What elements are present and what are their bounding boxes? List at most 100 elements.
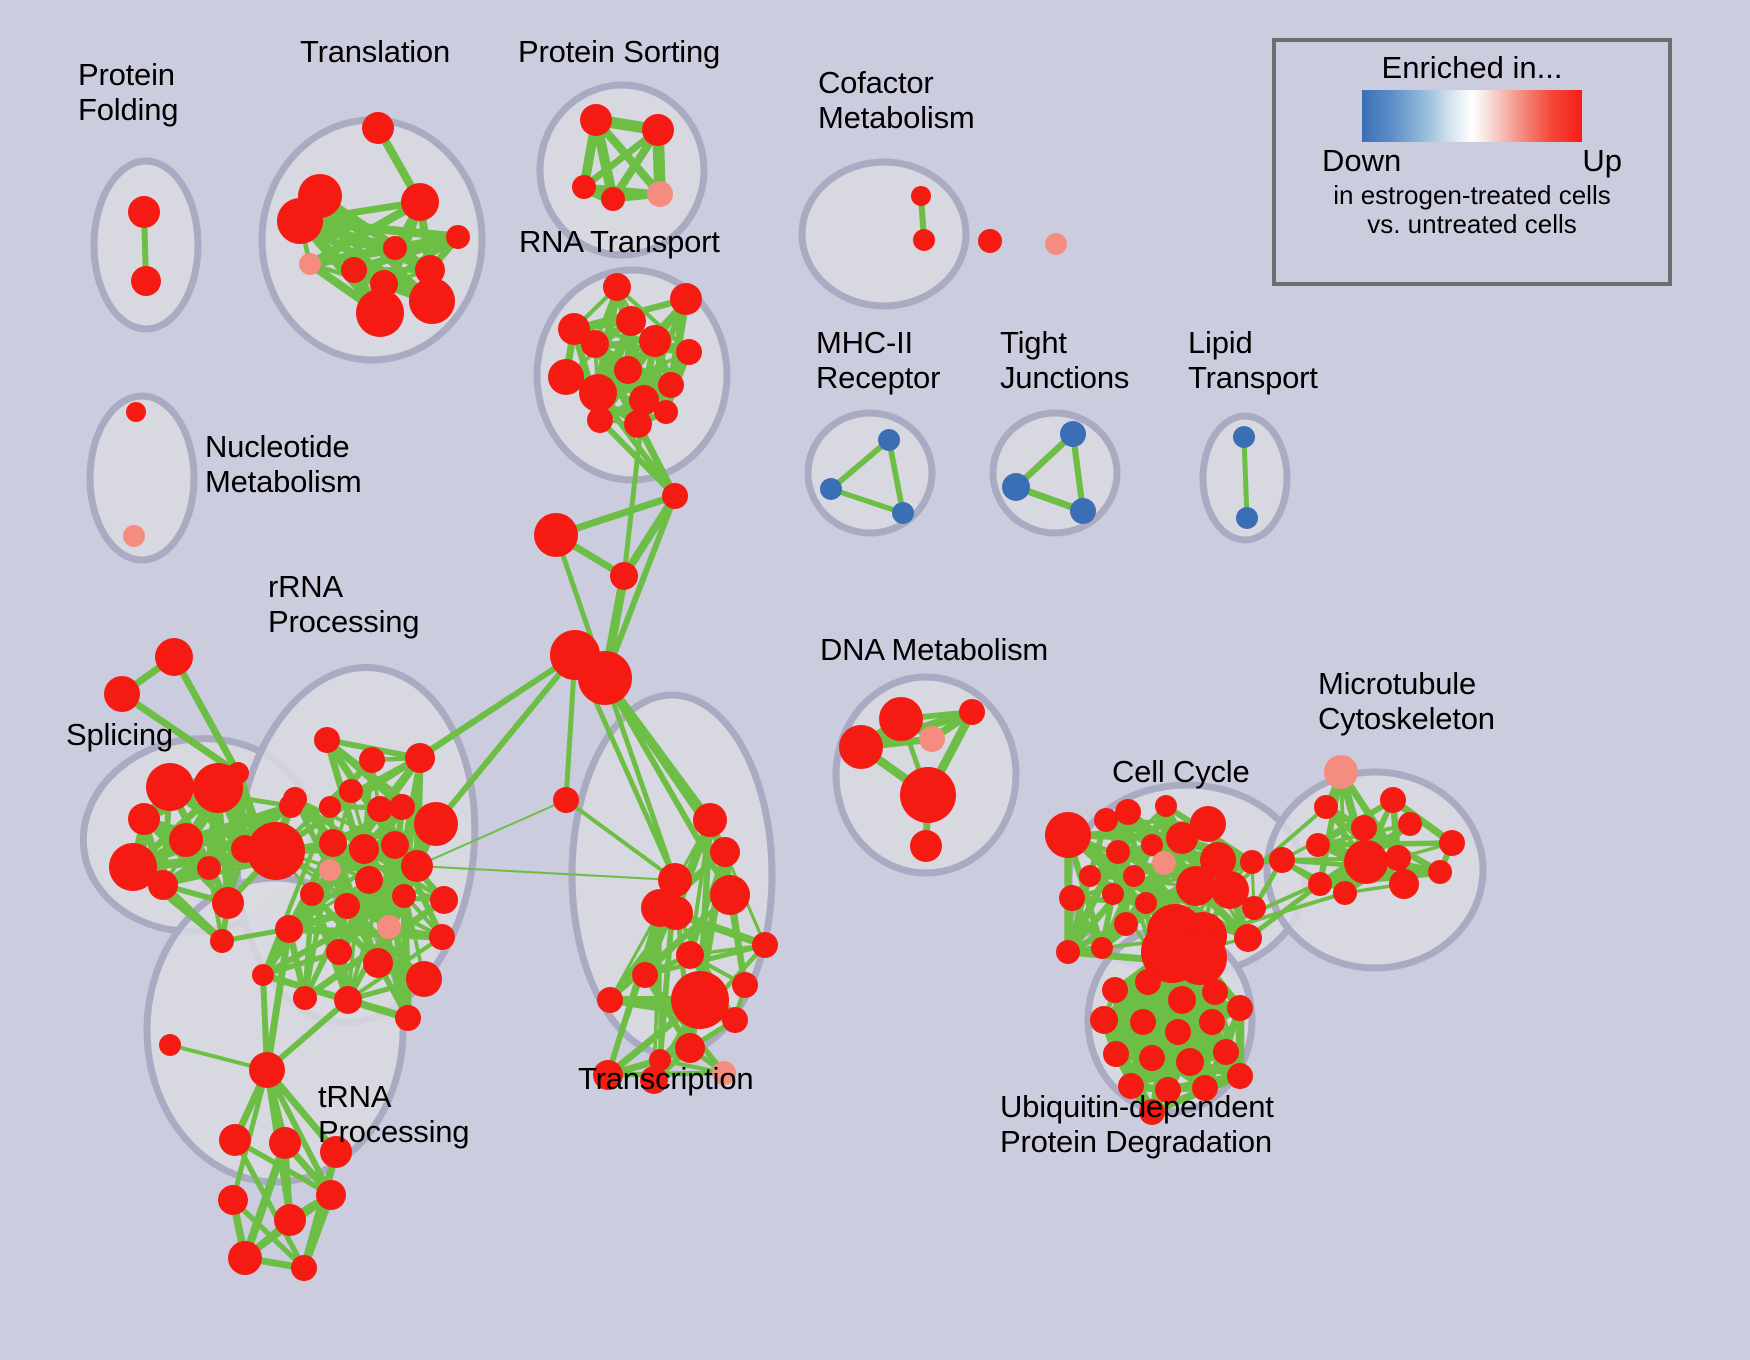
network-node[interactable]	[212, 887, 244, 919]
network-node[interactable]	[1139, 1045, 1165, 1071]
network-node[interactable]	[614, 356, 642, 384]
network-node[interactable]	[320, 1136, 352, 1168]
network-node[interactable]	[405, 743, 435, 773]
network-node[interactable]	[131, 266, 161, 296]
network-node[interactable]	[1234, 924, 1262, 952]
network-node[interactable]	[128, 803, 160, 835]
network-node[interactable]	[316, 1180, 346, 1210]
network-node[interactable]	[1135, 892, 1157, 914]
network-node[interactable]	[1091, 937, 1113, 959]
network-node[interactable]	[1324, 755, 1358, 789]
network-node[interactable]	[1236, 507, 1258, 529]
network-node[interactable]	[658, 863, 692, 897]
network-node[interactable]	[355, 866, 383, 894]
network-node[interactable]	[1211, 871, 1249, 909]
network-node[interactable]	[1090, 1006, 1118, 1034]
network-node[interactable]	[1056, 940, 1080, 964]
network-node[interactable]	[710, 837, 740, 867]
network-node[interactable]	[356, 289, 404, 337]
network-node[interactable]	[959, 699, 985, 725]
network-node[interactable]	[1059, 885, 1085, 911]
network-node[interactable]	[722, 1007, 748, 1033]
network-node[interactable]	[581, 330, 609, 358]
network-node[interactable]	[148, 870, 178, 900]
network-node[interactable]	[1165, 1019, 1191, 1045]
network-node[interactable]	[1227, 1063, 1253, 1089]
network-node[interactable]	[654, 400, 678, 424]
network-node[interactable]	[392, 884, 416, 908]
network-node[interactable]	[553, 787, 579, 813]
network-node[interactable]	[1213, 1039, 1239, 1065]
network-node[interactable]	[334, 986, 362, 1014]
network-node[interactable]	[639, 325, 671, 357]
network-node[interactable]	[155, 638, 193, 676]
network-node[interactable]	[878, 429, 900, 451]
network-node[interactable]	[1045, 233, 1067, 255]
network-node[interactable]	[647, 181, 673, 207]
network-node[interactable]	[395, 1005, 421, 1031]
network-node[interactable]	[1385, 845, 1411, 871]
network-node[interactable]	[389, 794, 415, 820]
network-node[interactable]	[820, 478, 842, 500]
network-node[interactable]	[169, 823, 203, 857]
network-node[interactable]	[752, 932, 778, 958]
network-node[interactable]	[269, 1127, 301, 1159]
network-node[interactable]	[1344, 840, 1388, 884]
network-node[interactable]	[1102, 977, 1128, 1003]
network-node[interactable]	[1176, 866, 1216, 906]
network-node[interactable]	[1428, 860, 1452, 884]
network-node[interactable]	[1123, 865, 1145, 887]
network-node[interactable]	[1308, 872, 1332, 896]
network-node[interactable]	[1199, 1009, 1225, 1035]
network-node[interactable]	[319, 859, 341, 881]
cluster-ellipse[interactable]	[536, 81, 708, 259]
network-node[interactable]	[1227, 995, 1253, 1021]
network-node[interactable]	[900, 767, 956, 823]
network-node[interactable]	[1155, 1077, 1181, 1103]
network-node[interactable]	[381, 831, 409, 859]
network-node[interactable]	[1114, 912, 1138, 936]
network-node[interactable]	[603, 273, 631, 301]
network-node[interactable]	[104, 676, 140, 712]
network-node[interactable]	[911, 186, 931, 206]
network-node[interactable]	[299, 253, 321, 275]
network-node[interactable]	[1079, 865, 1101, 887]
network-node[interactable]	[558, 313, 590, 345]
cluster-ellipse[interactable]	[989, 409, 1121, 537]
network-node[interactable]	[277, 198, 323, 244]
network-node[interactable]	[1314, 795, 1338, 819]
network-node[interactable]	[1202, 979, 1228, 1005]
network-node[interactable]	[247, 822, 305, 880]
network-node[interactable]	[1139, 1099, 1165, 1125]
network-node[interactable]	[414, 802, 458, 846]
network-node[interactable]	[649, 1049, 671, 1071]
network-node[interactable]	[629, 385, 659, 415]
network-node[interactable]	[676, 339, 702, 365]
network-node[interactable]	[430, 886, 458, 914]
network-node[interactable]	[1045, 812, 1091, 858]
network-node[interactable]	[1192, 1075, 1218, 1101]
network-node[interactable]	[676, 941, 704, 969]
network-node[interactable]	[1155, 795, 1177, 817]
network-node[interactable]	[283, 787, 307, 811]
network-node[interactable]	[339, 779, 363, 803]
network-node[interactable]	[579, 374, 617, 412]
network-node[interactable]	[1106, 840, 1130, 864]
network-node[interactable]	[109, 843, 157, 891]
network-node[interactable]	[293, 986, 317, 1010]
network-node[interactable]	[624, 410, 652, 438]
network-node[interactable]	[123, 525, 145, 547]
network-node[interactable]	[334, 893, 360, 919]
network-node[interactable]	[1242, 896, 1266, 920]
network-node[interactable]	[919, 726, 945, 752]
network-node[interactable]	[732, 972, 758, 998]
network-node[interactable]	[892, 502, 914, 524]
network-node[interactable]	[1200, 842, 1236, 878]
network-node[interactable]	[641, 889, 679, 927]
network-node[interactable]	[1141, 834, 1163, 856]
network-node[interactable]	[274, 1204, 306, 1236]
network-node[interactable]	[1135, 969, 1161, 995]
network-node[interactable]	[658, 372, 684, 398]
network-node[interactable]	[910, 830, 942, 862]
network-node[interactable]	[1173, 931, 1227, 985]
